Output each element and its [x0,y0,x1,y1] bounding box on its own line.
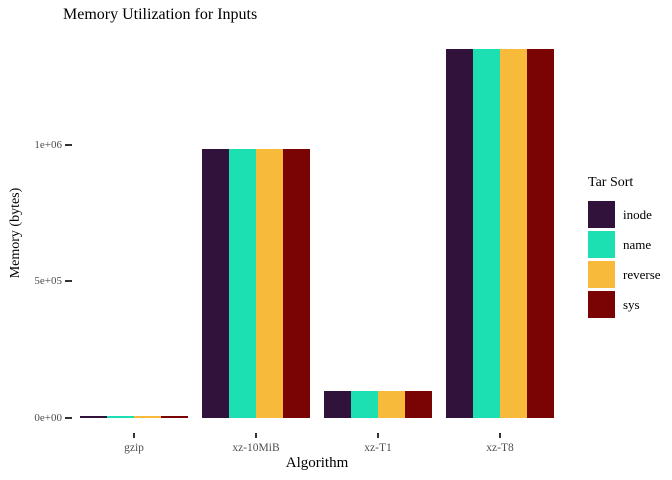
bar-xz-T8-name [473,49,500,418]
bar-gzip-inode [80,415,107,418]
legend-label-sys: sys [623,296,640,312]
x-tick-label-gzip: gzip [124,442,144,454]
bar-xz-T1-reverse [378,391,405,418]
y-tick-5e+05 [65,280,72,283]
bar-gzip-reverse [134,415,161,418]
y-tick-1e+06 [65,143,72,146]
legend-label-inode: inode [623,206,652,222]
legend-item-reverse: reverse [588,261,668,288]
y-tick-label-5e+05: 5e+05 [34,275,62,288]
x-tick-xz-T1 [377,433,379,438]
x-tick-label-xz-T1: xz-T1 [364,442,392,454]
legend-label-name: name [623,236,652,252]
x-tick-label-xz-T8: xz-T8 [486,442,514,454]
bar-xz-T1-name [351,391,378,418]
bar-xz-10MiB-name [229,148,256,418]
y-axis-title: Memory (bytes) [8,187,23,279]
legend: Tar Sort inode name reverse sys [588,175,668,321]
legend-item-name: name [588,231,668,258]
bar-gzip-name [107,415,134,418]
bar-xz-T1-inode [324,391,351,418]
bar-xz-10MiB-inode [202,148,229,418]
bar-xz-T1-sys [405,391,432,418]
x-tick-gzip [133,433,135,438]
bar-gzip-sys [161,415,188,418]
legend-title: Tar Sort [588,175,634,190]
bar-xz-10MiB-reverse [256,148,283,418]
x-axis-title: Algorithm [285,455,349,471]
legend-item-sys: sys [588,291,668,318]
x-tick-xz-10MiB [255,433,257,438]
legend-items: inode name reverse sys [588,201,668,318]
bar-xz-T8-reverse [500,49,527,418]
plot-panel [73,30,561,436]
bar-xz-10MiB-sys [283,148,310,418]
legend-item-inode: inode [588,201,668,228]
legend-swatch-sys [588,291,615,318]
y-tick-label-1e+06: 1e+06 [34,138,62,151]
legend-label-reverse: reverse [623,266,661,282]
y-tick-label-0e+00: 0e+00 [34,412,62,424]
x-tick-xz-T8 [499,433,501,438]
legend-swatch-inode [588,201,615,228]
bar-xz-T8-inode [446,49,473,418]
x-tick-label-xz-10MiB: xz-10MiB [232,442,280,454]
bar-xz-T8-sys [527,49,554,418]
chart-title: Memory Utilization for Inputs [63,6,258,23]
legend-swatch-name [588,231,615,258]
y-tick-0e+00 [65,417,72,419]
legend-swatch-reverse [588,261,615,288]
